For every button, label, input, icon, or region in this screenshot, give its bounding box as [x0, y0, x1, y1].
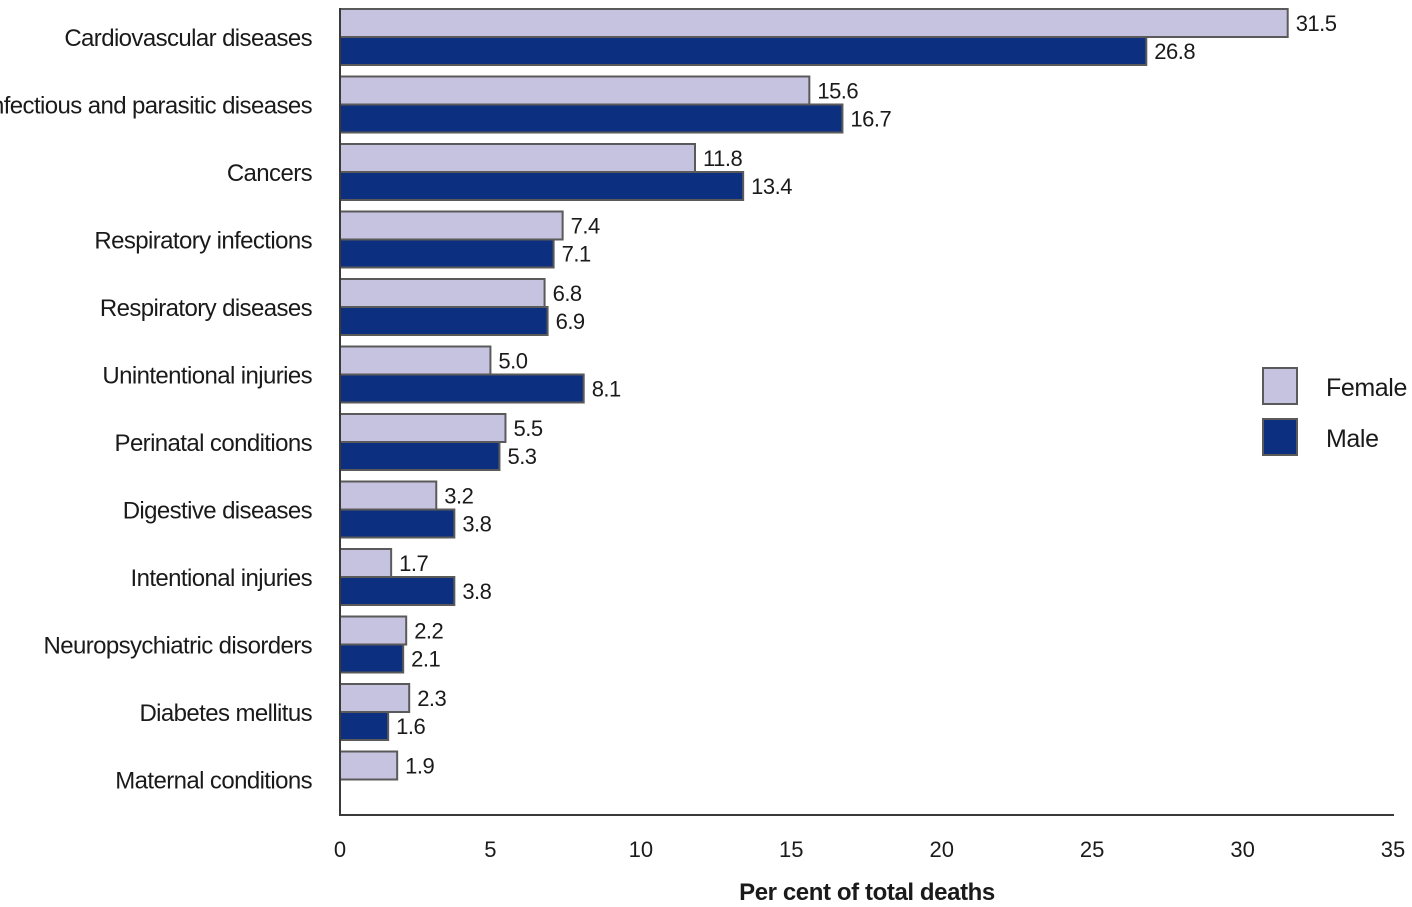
category-label: Intentional injuries: [131, 565, 313, 592]
data-label-female: 11.8: [703, 146, 742, 171]
legend-swatch-male: [1262, 418, 1298, 456]
category-label: Maternal conditions: [115, 768, 312, 795]
bar-male: [339, 711, 390, 741]
x-tick-labels: 0 5 10 15 20 25 30 35: [334, 837, 1405, 862]
data-label-female: 5.0: [498, 349, 527, 374]
bar-male: [339, 441, 501, 471]
data-label-female: 2.3: [417, 686, 446, 711]
data-label-female: 7.4: [571, 214, 600, 239]
bars-layer: [339, 8, 1289, 781]
bar-male: [339, 643, 405, 674]
x-tick-label: 35: [1381, 837, 1405, 862]
data-label-female: 1.7: [399, 551, 428, 576]
x-tick-label: 15: [779, 837, 803, 862]
bar-female: [339, 345, 492, 376]
data-label-male: 2.1: [411, 647, 440, 672]
data-label-male: 3.8: [462, 579, 491, 604]
category-label: Infectious and parasitic diseases: [0, 93, 313, 120]
data-label-male: 8.1: [592, 377, 621, 402]
data-label-male: 3.8: [462, 512, 491, 537]
data-label-male: 1.6: [396, 714, 425, 739]
bar-male: [339, 576, 456, 606]
category-label: Digestive diseases: [123, 498, 313, 525]
legend-label-female: Female: [1326, 374, 1407, 402]
bar-male: [339, 508, 456, 539]
bar-female: [339, 750, 399, 781]
x-tick-label: 10: [629, 837, 653, 862]
bar-female: [339, 278, 546, 308]
category-label: Perinatal conditions: [115, 430, 313, 457]
category-label: Cancers: [227, 160, 313, 187]
category-label: Diabetes mellitus: [139, 700, 312, 727]
axes: [339, 8, 1394, 816]
data-label-male: 6.9: [556, 309, 585, 334]
bar-male: [339, 306, 549, 336]
category-label: Cardiovascular diseases: [64, 25, 312, 52]
data-label-female: 15.6: [817, 79, 858, 104]
legend-label-male: Male: [1326, 425, 1379, 453]
bar-male: [339, 36, 1148, 66]
bar-female: [339, 480, 438, 511]
x-tick-label: 5: [484, 837, 496, 862]
legend-swatch-female: [1262, 367, 1298, 405]
bar-female: [339, 683, 411, 713]
category-label: Unintentional injuries: [102, 363, 312, 390]
bar-female: [339, 210, 564, 241]
bar-male: [339, 171, 745, 201]
category-labels: Cardiovascular diseases Infectious and pa…: [0, 25, 313, 795]
bar-female: [339, 143, 697, 173]
x-axis-title: Per cent of total deaths: [739, 879, 995, 906]
x-tick-label: 25: [1080, 837, 1104, 862]
data-label-male: 7.1: [562, 242, 591, 267]
data-label-female: 5.5: [513, 416, 542, 441]
x-tick-label: 30: [1230, 837, 1254, 862]
bar-female: [339, 8, 1289, 38]
data-label-male: 16.7: [850, 107, 891, 132]
bar-male: [339, 373, 585, 404]
category-label: Respiratory diseases: [100, 295, 313, 322]
data-label-female: 2.2: [414, 619, 443, 644]
data-label-female: 3.2: [444, 484, 473, 509]
bar-female: [339, 75, 811, 106]
bar-female: [339, 548, 393, 578]
bar-female: [339, 615, 408, 646]
category-label: Neuropsychiatric disorders: [43, 633, 312, 660]
x-tick-label: 20: [929, 837, 953, 862]
bar-male: [339, 103, 844, 134]
legend: Female Male: [1262, 367, 1407, 456]
x-tick-label: 0: [334, 837, 346, 862]
category-label: Respiratory infections: [94, 228, 312, 255]
bar-male: [339, 238, 555, 269]
data-label-female: 31.5: [1296, 11, 1337, 36]
data-label-female: 6.8: [553, 281, 582, 306]
data-label-male: 26.8: [1154, 39, 1195, 64]
value-labels: 31.5 26.8 15.6 16.7 11.8 13.4 7.4 7.1 6.8 6.9 5.0 8…: [396, 11, 1337, 779]
data-label-male: 13.4: [751, 174, 792, 199]
data-label-female: 1.9: [405, 754, 434, 779]
bar-female: [339, 413, 507, 443]
data-label-male: 5.3: [507, 444, 536, 469]
